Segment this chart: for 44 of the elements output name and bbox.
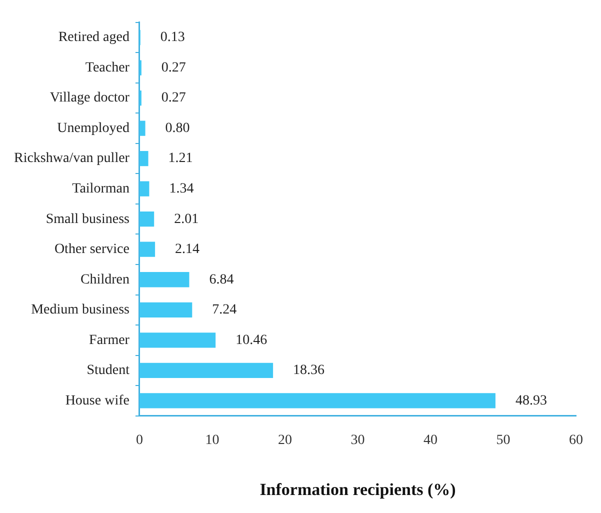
y-tick-label: Rickshwa/van puller xyxy=(14,151,130,166)
bar xyxy=(139,212,154,227)
bar xyxy=(139,272,190,288)
x-tick-label: 0 xyxy=(136,432,143,448)
bar xyxy=(139,120,146,136)
y-tick-label: Student xyxy=(86,363,130,378)
data-label: 0.27 xyxy=(161,60,186,76)
x-tick-label: 40 xyxy=(423,432,438,448)
data-label: 1.21 xyxy=(168,151,193,166)
x-axis-title: Information recipients (%) xyxy=(260,480,456,500)
bar xyxy=(139,242,156,257)
x-tick-label: 30 xyxy=(350,432,365,448)
bar xyxy=(139,393,496,408)
data-label: 6.84 xyxy=(209,272,234,288)
data-label: 7.24 xyxy=(212,302,237,318)
y-tick-label: Children xyxy=(80,272,130,288)
y-tick-label: Medium business xyxy=(31,302,130,318)
y-tick-label: Small business xyxy=(46,212,130,227)
y-tick-label: Retired aged xyxy=(58,30,130,46)
data-label: 2.14 xyxy=(175,242,200,258)
data-label: 1.34 xyxy=(169,182,194,197)
x-tick-label: 60 xyxy=(569,432,583,448)
data-label: 48.93 xyxy=(515,393,547,408)
x-tick-label: 20 xyxy=(278,432,292,448)
y-tick-label: Other service xyxy=(54,242,130,258)
y-tick-label: Tailorman xyxy=(72,182,130,197)
x-tick-label: 50 xyxy=(496,432,510,448)
y-tick-label: House wife xyxy=(65,393,130,408)
y-tick-label: Unemployed xyxy=(57,120,130,136)
bar xyxy=(139,332,216,348)
data-label: 0.27 xyxy=(161,90,186,106)
data-label: 2.01 xyxy=(174,212,199,227)
bar xyxy=(139,181,150,196)
bar xyxy=(139,151,148,166)
data-label: 10.46 xyxy=(236,332,268,348)
y-tick-label: Village doctor xyxy=(50,90,130,106)
x-tick-label: 10 xyxy=(205,432,220,448)
y-tick-label: Teacher xyxy=(85,60,130,76)
bar xyxy=(139,362,274,378)
data-label: 18.36 xyxy=(293,363,325,378)
bar xyxy=(139,302,192,318)
y-tick-label: Farmer xyxy=(89,332,130,348)
data-label: 0.13 xyxy=(160,30,185,46)
data-label: 0.80 xyxy=(165,120,190,136)
